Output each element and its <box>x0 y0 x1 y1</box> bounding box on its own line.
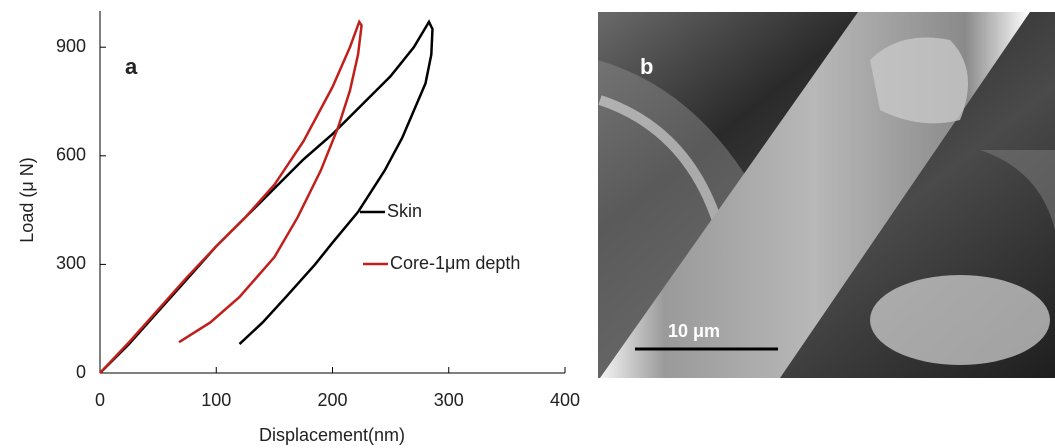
x-tick-label: 0 <box>95 390 105 410</box>
line <box>99 19 363 374</box>
x-tick-label: 100 <box>201 390 231 410</box>
x-axis-label: Displacement(nm) <box>259 425 405 445</box>
y-tick-label: 0 <box>76 362 86 382</box>
panel-label: b <box>640 54 653 79</box>
panel-label: a <box>125 54 138 79</box>
x-tick-label: 300 <box>434 390 464 410</box>
y-tick-label: 600 <box>56 145 86 165</box>
scale-bar-label: 10 μm <box>668 321 720 341</box>
x-tick-label: 200 <box>317 390 347 410</box>
y-axis-label: Load (μ N) <box>17 157 37 242</box>
legend-label: Core-1μm depth <box>390 253 520 273</box>
sem-image <box>598 12 1055 378</box>
y-tick-label: 300 <box>56 253 86 273</box>
y-tick-label: 900 <box>56 36 86 56</box>
x-tick-label: 400 <box>550 390 580 410</box>
legend-label: Skin <box>387 201 422 221</box>
